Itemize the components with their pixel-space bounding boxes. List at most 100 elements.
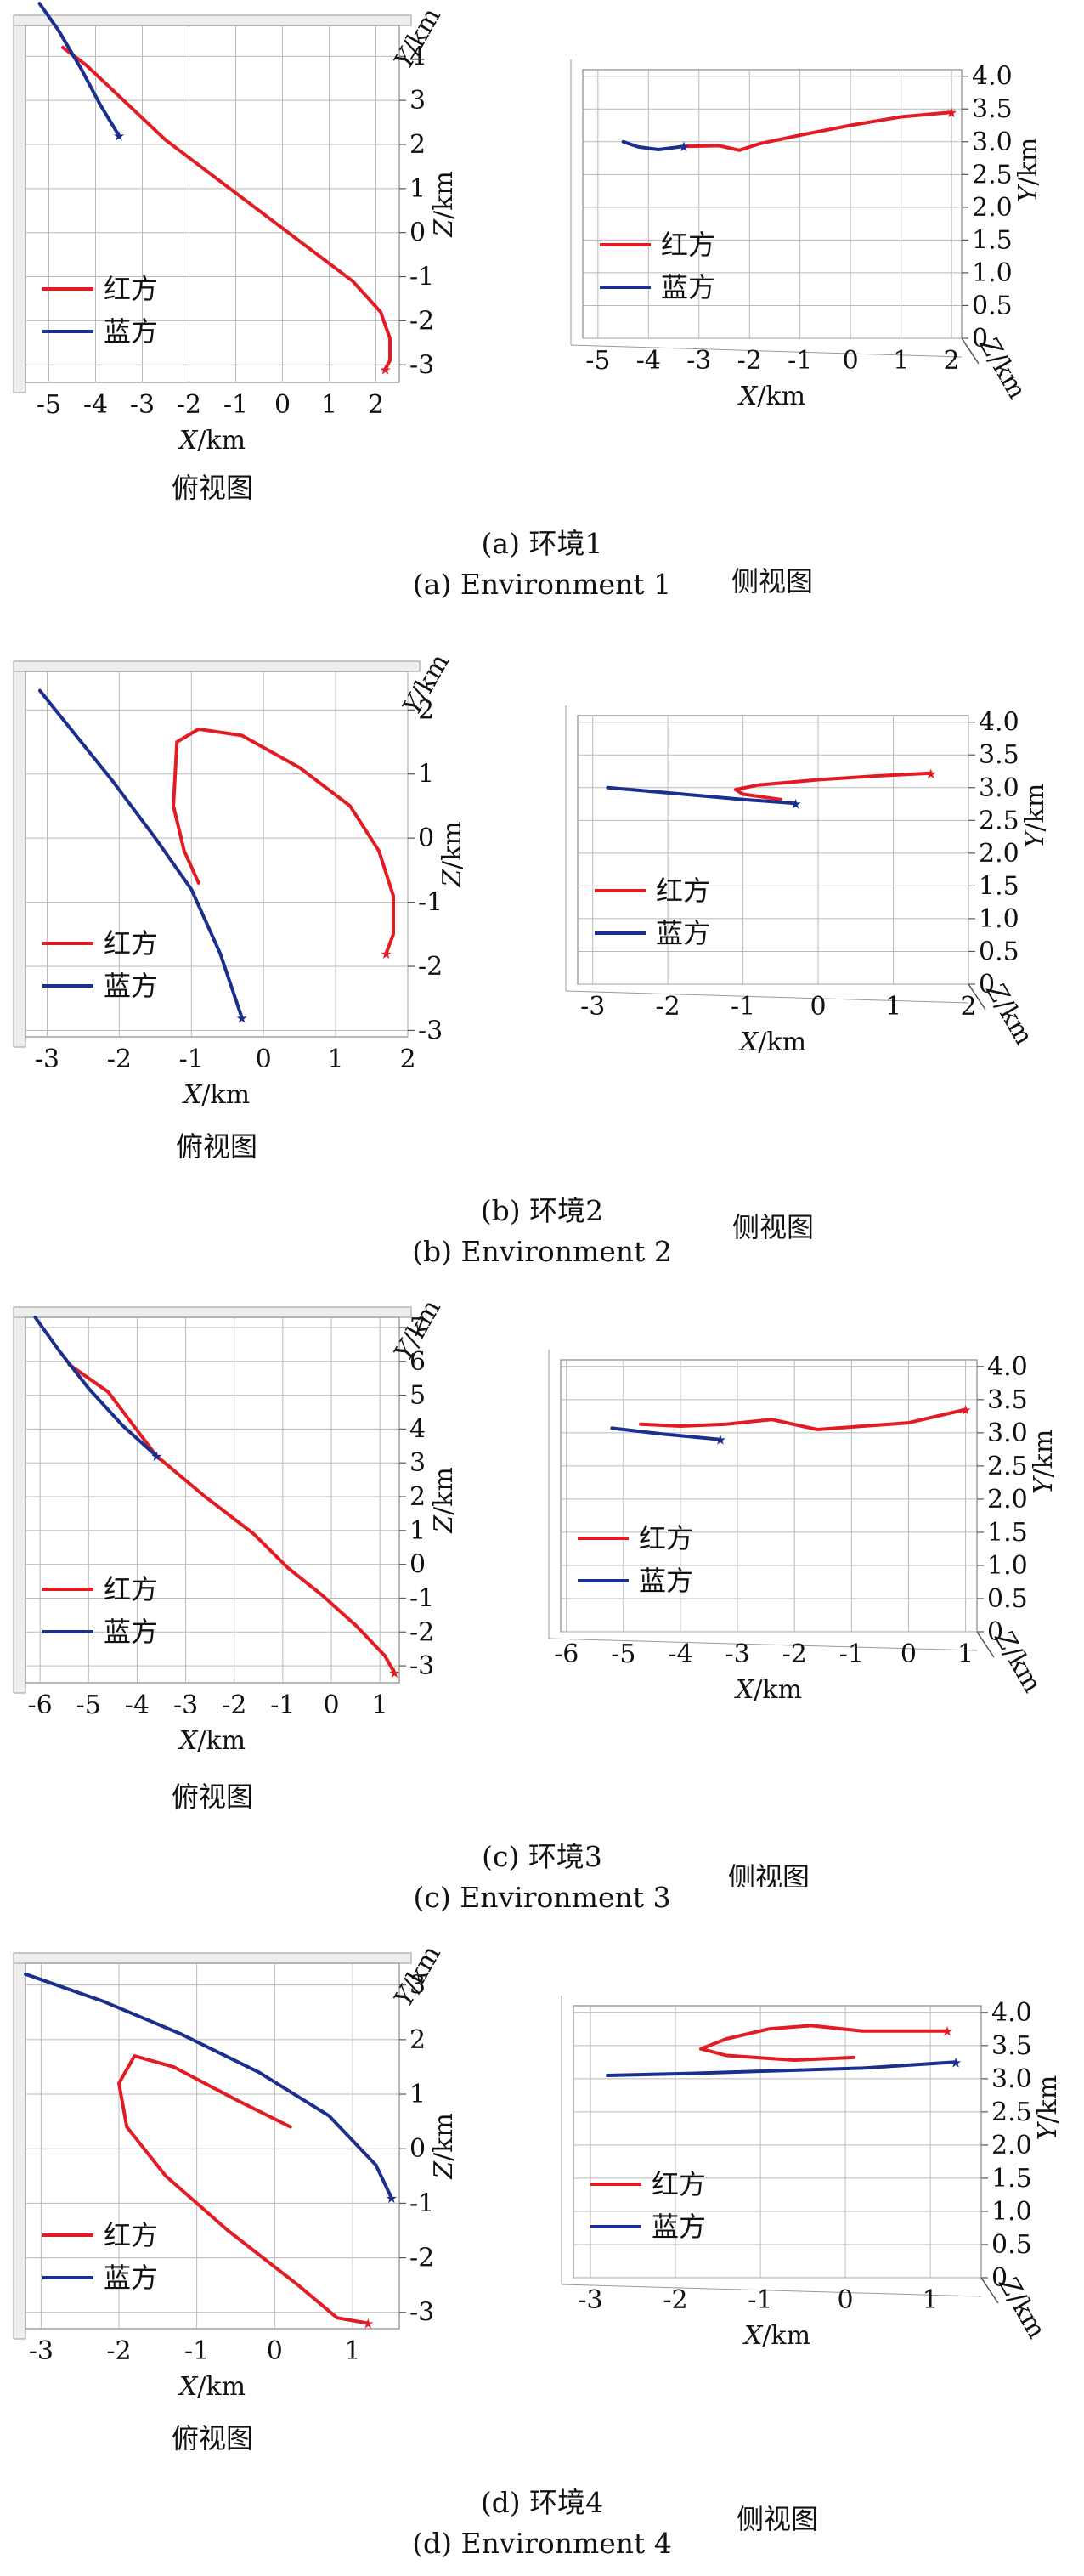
plot-frame: [25, 1316, 400, 1684]
view-label: 侧视图: [732, 1211, 814, 1241]
view-label: 侧视图: [728, 1861, 810, 1887]
y-tick-label: 0: [972, 324, 988, 354]
x-tick-label: -3: [173, 1690, 198, 1720]
legend-label: 红方: [104, 273, 158, 305]
x-tick-label: -4: [83, 390, 108, 420]
y-tick-label: 3: [409, 1971, 426, 2001]
y-tick-label: 2.5: [987, 1452, 1028, 1481]
x-tick-label: 1: [344, 2336, 360, 2366]
plot-frame: [577, 715, 969, 985]
x-tick-label: -5: [37, 390, 61, 420]
y-tick-label: 3.0: [991, 2064, 1032, 2094]
y-tick-label: 2.5: [991, 2098, 1032, 2127]
z-axis-label: Z/km: [988, 1625, 1047, 1698]
series-line: [606, 2060, 957, 2077]
legend-label: 蓝方: [661, 271, 715, 303]
y-tick-label: 1.0: [987, 1551, 1028, 1581]
end-star-marker: ★: [388, 1665, 400, 1681]
series-line: [38, 688, 244, 1020]
y-axis-label: Y/km: [388, 1940, 447, 2012]
x-tick-label: 0: [843, 346, 859, 376]
x-tick-label: 0: [256, 1045, 272, 1074]
y-tick-label: 0: [987, 1617, 1003, 1647]
y-tick-label: -3: [418, 1016, 443, 1045]
y-tick-label: 0: [418, 824, 434, 853]
y-tick-label: 3.0: [979, 773, 1019, 803]
end-star-marker: ★: [946, 105, 957, 121]
chart-c-top: -6 -5 -4 -3 -2 -1 0 1-3-2-101234567X/kmY/kmZ/km…: [13, 1294, 459, 1813]
chart-b-side: -3 -2 -1 0 1 200.51.01.52.02.53.03.54.0X/kmY/…: [565, 705, 1050, 1241]
x-tick-label: -2: [177, 390, 201, 420]
depth-line-bottom: [570, 344, 963, 358]
back-wall-top: [13, 1952, 412, 1964]
back-wall-left: [13, 1306, 26, 1694]
end-star-marker: ★: [113, 128, 125, 144]
y-tick-label: -2: [409, 2244, 434, 2273]
legend-label: 红方: [104, 927, 158, 960]
end-star-marker: ★: [950, 2054, 962, 2070]
y-tick-label: 0.5: [972, 291, 1013, 320]
legend-label: 红方: [656, 875, 710, 907]
y-tick-label: -1: [409, 2188, 434, 2218]
chart-a-top: -5 -4 -3 -2 -1 0 1 2-3-2-101234X/kmY/kmZ/km★★红方…: [13, 2, 459, 504]
series-line: [37, 2, 121, 138]
x-tick-label: -3: [686, 346, 711, 376]
x-tick-label: 1: [885, 992, 901, 1022]
y-tick-label: -2: [409, 1617, 434, 1647]
x-axis-label: X/km: [734, 1675, 802, 1705]
y-tick-label: 2.0: [972, 193, 1013, 223]
x-axis-label: X/km: [178, 2372, 246, 2402]
end-star-marker: ★: [959, 1402, 971, 1418]
depth-line-bottom: [565, 990, 969, 1004]
y-axis-label: Y/km: [388, 3, 447, 74]
x-tick-label: -2: [106, 2336, 131, 2366]
y-tick-label: 3.0: [987, 1418, 1028, 1448]
view-label: 侧视图: [731, 565, 813, 595]
y-tick-label: 7: [409, 1313, 426, 1343]
x-tick-label: 2: [944, 346, 960, 376]
x-tick-label: -2: [656, 992, 680, 1022]
x-tick-label: 1: [328, 1045, 344, 1074]
legend-label: 红方: [661, 229, 715, 261]
end-star-marker: ★: [714, 1432, 726, 1448]
legend-label: 蓝方: [104, 2262, 158, 2294]
y-axis-label: Y/km: [1029, 1430, 1059, 1495]
x-tick-label: -6: [28, 1690, 53, 1720]
y-tick-label: 3.5: [991, 2031, 1032, 2061]
y-tick-label: 1.5: [972, 225, 1013, 255]
figure-panel-c: -6 -5 -4 -3 -2 -1 0 1 -3 -2 -1 0 1 2 3 4 5 6 7 X/km Y/km Z/km…: [0, 1292, 1084, 1938]
y-tick-label: 0.5: [979, 937, 1019, 966]
legend-label: 红方: [639, 1522, 693, 1554]
back-wall-top: [13, 660, 421, 672]
back-wall-top: [13, 14, 412, 26]
series-line: [606, 785, 798, 806]
end-star-marker: ★: [386, 2190, 398, 2206]
x-tick-label: 2: [960, 992, 976, 1022]
x-tick-label: 0: [837, 2285, 853, 2315]
series-line: [61, 45, 392, 371]
y-tick-label: 0: [409, 2134, 426, 2164]
panel-c-svg: -6 -5 -4 -3 -2 -1 0 1-3-2-101234567X/kmY/kmZ/km…: [13, 1294, 1059, 1887]
y-tick-label: 2: [409, 130, 426, 160]
figure-panel-d: -3 -2 -1 0 1 -3 -2 -1 0 1 2 3 X/km Y/km Z/km ★ ★ 红方 蓝方 俯视图 …: [0, 1938, 1084, 2576]
y-tick-label: 1.5: [987, 1518, 1028, 1548]
figure-panel-a: -5 -4 -3 -2 -1 0 1 2 -3 -2 -1 0 1 2 3 4 X/km Y/km Z/km ★ ★ 红方…: [0, 0, 1084, 646]
y-tick-label: -3: [409, 2298, 434, 2328]
x-tick-label: -3: [35, 1045, 59, 1074]
back-wall-left: [13, 1952, 26, 2340]
caption-en: (b) Environment 2: [412, 1235, 672, 1268]
x-tick-label: -2: [222, 1690, 246, 1720]
y-axis-label: Y/km: [1020, 784, 1050, 849]
x-tick-label: -1: [223, 390, 248, 420]
caption-cn: (a) 环境1: [481, 527, 603, 560]
x-axis-label: X/km: [178, 1726, 246, 1756]
caption-en: (a) Environment 1: [412, 568, 672, 601]
z-axis-line: [980, 2277, 999, 2304]
x-tick-label: 0: [810, 992, 827, 1022]
z-axis-line: [976, 1631, 995, 1658]
x-tick-label: -6: [554, 1639, 579, 1669]
x-tick-label: 1: [321, 390, 337, 420]
x-tick-label: -5: [611, 1639, 635, 1669]
y-tick-label: 5: [409, 1381, 426, 1411]
y-tick-label: 6: [409, 1347, 426, 1377]
